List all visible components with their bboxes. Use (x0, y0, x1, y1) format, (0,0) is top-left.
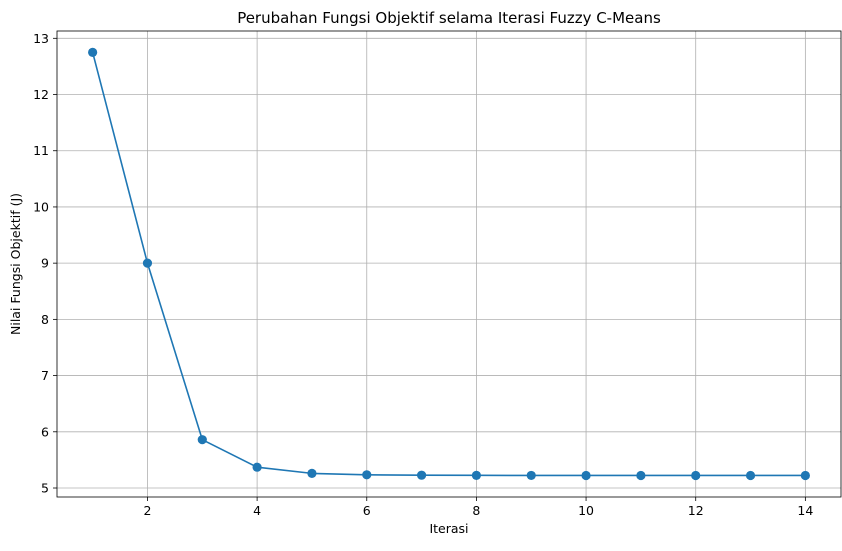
y-tick-label: 8 (41, 312, 49, 327)
data-point (252, 462, 262, 472)
data-point (581, 470, 591, 481)
x-tick-label: 8 (472, 503, 480, 518)
data-point (142, 258, 153, 268)
series-line (91, 52, 806, 477)
data-point (416, 470, 427, 480)
x-tick-label: 14 (797, 503, 813, 518)
y-tick-label: 10 (33, 199, 49, 214)
y-axis: 5 6 7 8 9 10 11 12 13 (33, 31, 57, 496)
x-tick-label: 12 (688, 503, 704, 518)
chart-title: Perubahan Fungsi Objektif selama Iterasi… (237, 9, 661, 27)
y-tick-label: 7 (41, 368, 49, 383)
data-point (362, 470, 372, 480)
data-point (800, 470, 810, 481)
y-tick-label: 12 (33, 87, 49, 102)
x-axis-label: Iterasi (429, 521, 468, 536)
x-tick-label: 6 (363, 503, 371, 518)
data-point (197, 435, 207, 445)
x-tick-label: 4 (253, 503, 261, 518)
y-tick-label: 5 (41, 481, 49, 496)
y-tick-label: 6 (41, 424, 49, 439)
grid (57, 31, 841, 497)
data-point (636, 470, 646, 481)
x-tick-label: 2 (143, 503, 151, 518)
x-tick-label: 10 (578, 503, 594, 518)
series-layer (88, 47, 810, 481)
y-tick-label: 9 (41, 256, 49, 271)
y-tick-label: 13 (33, 31, 49, 46)
data-point (526, 470, 536, 481)
y-tick-label: 11 (33, 143, 49, 158)
x-axis: 2 4 6 8 10 12 14 (143, 497, 813, 518)
y-axis-label: Nilai Fungsi Objektif (J) (8, 193, 23, 335)
plot-frame (56, 30, 842, 498)
data-point (307, 468, 317, 478)
data-point (745, 470, 756, 481)
data-point (691, 470, 701, 481)
data-point (471, 470, 482, 480)
data-point (88, 47, 98, 57)
